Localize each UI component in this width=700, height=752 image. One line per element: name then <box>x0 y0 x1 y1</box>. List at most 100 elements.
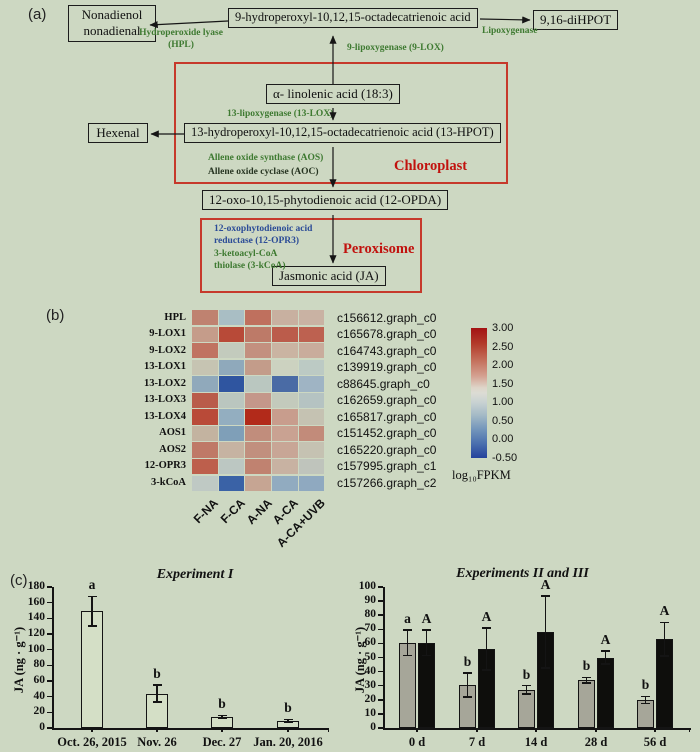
error-bar-cap <box>217 717 227 720</box>
bar <box>518 689 535 728</box>
error-bar-cap <box>152 701 162 703</box>
heatmap-cell <box>298 442 325 458</box>
error-bar-line <box>466 673 469 697</box>
heatmap-cell <box>245 376 271 392</box>
heatmap-row-label: HPL <box>164 311 186 323</box>
panel-c-label: (c) <box>10 572 28 589</box>
error-bar-cap <box>87 595 97 598</box>
heatmap-row-label: 12-OPR3 <box>144 460 186 472</box>
x-tick-mark <box>416 728 418 732</box>
arrow-to-nonadienol <box>149 20 229 29</box>
heatmap-cell <box>218 310 245 326</box>
error-bar-cap <box>541 595 550 597</box>
y-tick-mark <box>47 601 52 604</box>
colorbar-tick-label: 3.00 <box>492 322 514 334</box>
error-bar-line <box>525 685 528 695</box>
y-tick-mark <box>378 699 383 701</box>
bar <box>637 699 654 728</box>
error-bar-line <box>544 596 547 669</box>
error-bar-cap <box>422 654 431 657</box>
y-tick-mark <box>47 711 52 714</box>
colorbar-tick-label: 2.00 <box>492 359 514 372</box>
compound-box-9-hydroperoxyl: 9-hydroperoxyl-10,12,15-octadecatrienoic… <box>228 8 478 28</box>
y-tick-mark <box>378 586 383 588</box>
heatmap-transcript-id: c157266.graph_c2 <box>337 476 437 490</box>
y-tick-label: 100 <box>27 642 45 655</box>
heatmap-cell <box>245 425 271 442</box>
heatmap-cell <box>272 326 298 342</box>
heatmap-row-label: 9-LOX2 <box>149 344 186 356</box>
heatmap-cell <box>272 475 298 491</box>
error-bar-cap <box>422 629 431 631</box>
heatmap-cell <box>218 458 245 475</box>
chloroplast-outline <box>174 62 508 184</box>
y-tick-mark <box>47 586 52 588</box>
enzyme-label-3-kcoa: 3-ketoacyl-CoA thiolase (3-kCoA) <box>214 249 286 271</box>
compartment-label-peroxisome: Peroxisome <box>343 241 415 257</box>
x-tick-mark <box>654 728 656 732</box>
bar <box>578 680 595 728</box>
heatmap-cell <box>298 392 325 409</box>
compartment-label-chloroplast: Chloroplast <box>394 158 468 174</box>
bar <box>81 611 103 728</box>
panel-b-label: (b) <box>46 307 65 324</box>
heatmap-cell <box>192 376 218 392</box>
heatmap-row-label: 13-LOX2 <box>144 377 186 389</box>
heatmap-cell <box>192 392 218 409</box>
x-tick-mark <box>156 728 158 732</box>
y-tick-mark <box>47 633 52 635</box>
colorbar-tick-label: 2.50 <box>492 340 514 353</box>
heatmap-cell <box>298 359 325 376</box>
heatmap-cell <box>298 343 325 359</box>
heatmap-cell <box>272 376 298 392</box>
x-tick-mark <box>328 728 330 732</box>
y-tick-mark <box>378 642 383 645</box>
heatmap-cell <box>218 425 245 442</box>
significance-letter: b <box>153 665 161 681</box>
enzyme-label-12-opr3: 12-oxophytodienoic acid reductase (12-OP… <box>214 224 313 246</box>
compound-box-dihpot: 9,16-diHPOT <box>533 10 619 31</box>
significance-letter: b <box>641 677 650 693</box>
heatmap-cell <box>245 359 271 376</box>
error-bar-cap <box>601 650 610 652</box>
y-tick-label: 140 <box>27 611 45 624</box>
heatmap-cell <box>245 475 271 491</box>
panel-a-label: (a) <box>28 6 47 23</box>
y-tick-mark <box>378 670 383 673</box>
heatmap-cell <box>218 409 245 425</box>
significance-letter: b <box>522 666 531 682</box>
enzyme-label-13-lox: 13-lipoxygenase (13-LOX) <box>227 109 334 119</box>
heatmap-cell <box>298 425 325 442</box>
significance-letter: a <box>88 577 96 593</box>
y-tick-mark <box>47 648 52 651</box>
significance-letter: b <box>284 700 292 716</box>
compound-box-12-opda: 12-oxo-10,15-phytodienoic acid (12-OPDA) <box>202 190 449 211</box>
chart1-x-axis <box>52 728 329 730</box>
heatmap-cell <box>192 310 218 326</box>
error-bar-line <box>287 719 289 723</box>
chart2-title: Experiments II and III <box>456 566 589 581</box>
error-bar-line <box>406 630 409 656</box>
heatmap-cell <box>192 409 218 425</box>
heatmap-cell <box>298 458 325 475</box>
heatmap-cell <box>272 392 298 409</box>
y-tick-label: 180 <box>27 580 45 592</box>
error-bar-cap <box>87 625 97 627</box>
error-bar-line <box>485 627 488 671</box>
heatmap-cell <box>192 343 218 359</box>
heatmap-cell <box>245 409 271 425</box>
y-tick-label: 100 <box>358 580 376 592</box>
x-category-label: Dec. 27 <box>202 735 242 749</box>
heatmap-cell <box>245 458 271 475</box>
heatmap-cell <box>218 475 245 491</box>
colorbar-tick-label: 1.00 <box>492 396 514 409</box>
heatmap-transcript-id: c165220.graph_c0 <box>337 442 437 457</box>
heatmap-transcript-id: c165678.graph_c0 <box>337 327 437 342</box>
y-tick-label: 160 <box>27 595 45 608</box>
error-bar-cap <box>403 654 412 657</box>
heatmap-cell <box>298 310 325 326</box>
colorbar-tick-label: 0.50 <box>492 414 514 427</box>
heatmap-cell <box>245 343 271 359</box>
y-tick-label: 120 <box>27 627 45 639</box>
heatmap-cell <box>272 409 298 425</box>
